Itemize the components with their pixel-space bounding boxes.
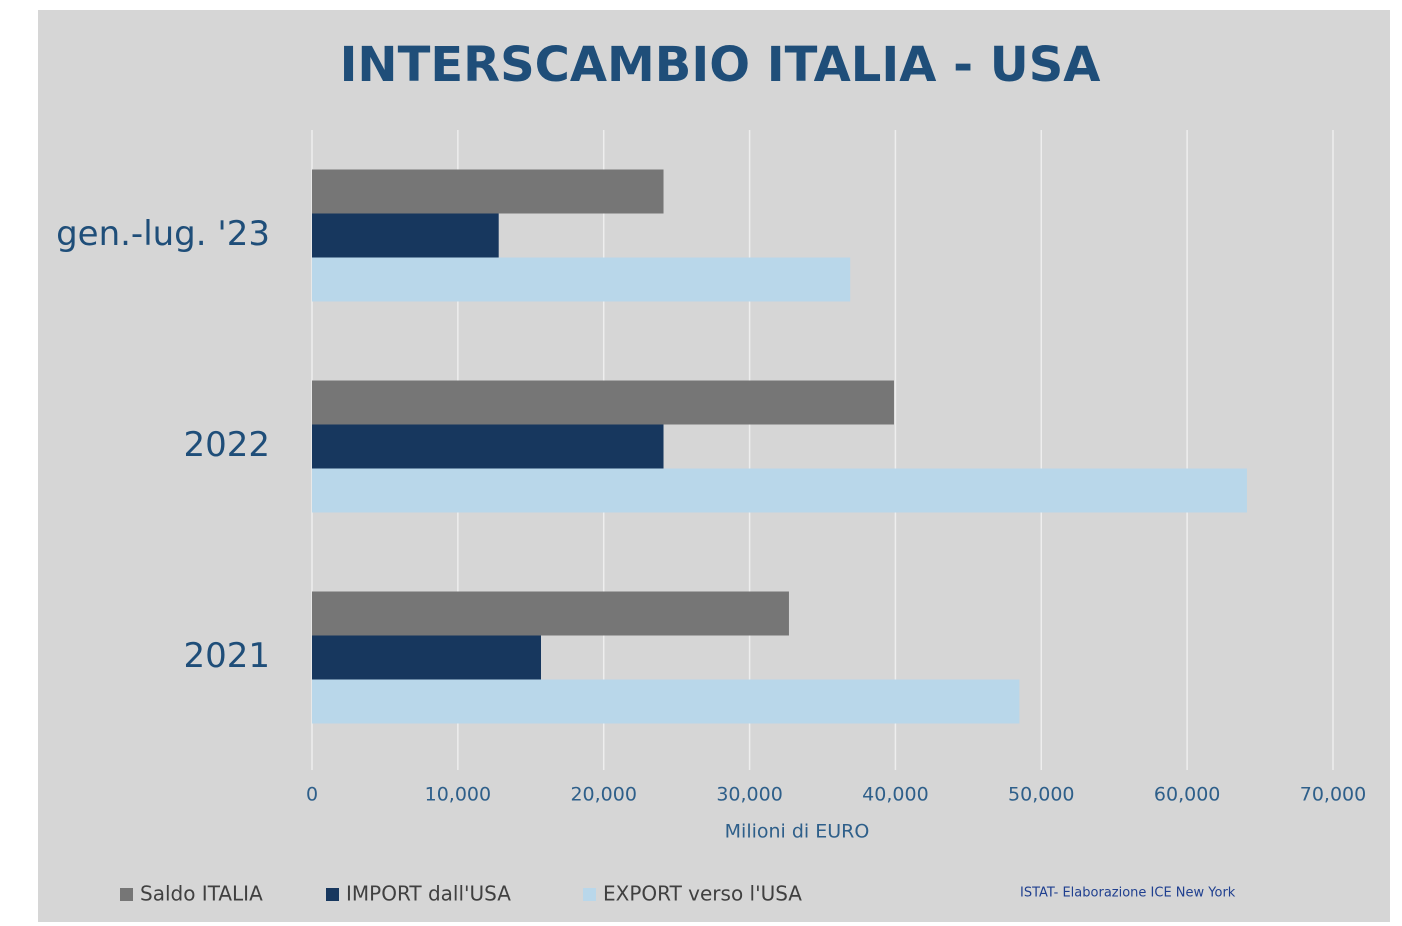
bar: [312, 214, 499, 258]
bar: [312, 381, 894, 425]
bar: [312, 170, 664, 214]
x-tick-label: 50,000: [1008, 784, 1074, 806]
legend-label: EXPORT verso l'USA: [603, 882, 802, 906]
bar: [312, 636, 541, 680]
legend-label: Saldo ITALIA: [140, 882, 263, 906]
x-tick-label: 70,000: [1300, 784, 1366, 806]
page: INTERSCAMBIO ITALIA - USA Milioni di EUR…: [0, 0, 1402, 926]
x-tick-label: 40,000: [862, 784, 928, 806]
y-tick-label: 2021: [183, 636, 270, 676]
chart-title: INTERSCAMBIO ITALIA - USA: [340, 37, 1101, 93]
x-tick-label: 60,000: [1154, 784, 1220, 806]
y-tick-label: gen.-lug. '23: [56, 214, 270, 254]
legend-swatch: [120, 888, 133, 901]
legend-swatch: [583, 888, 596, 901]
source-note: ISTAT- Elaborazione ICE New York: [1020, 886, 1236, 901]
bar: [312, 258, 850, 302]
x-tick-label: 30,000: [716, 784, 782, 806]
y-tick-label: 2022: [183, 425, 270, 465]
x-tick-label: 20,000: [570, 784, 636, 806]
bar: [312, 592, 789, 636]
x-tick-label: 0: [306, 784, 318, 806]
bar: [312, 680, 1019, 724]
legend-swatch: [326, 888, 339, 901]
bar: [312, 469, 1247, 513]
x-axis-label: Milioni di EURO: [725, 821, 870, 843]
legend-label: IMPORT dall'USA: [346, 882, 511, 906]
chart: INTERSCAMBIO ITALIA - USA Milioni di EUR…: [0, 0, 1402, 922]
bar: [312, 425, 664, 469]
x-tick-label: 10,000: [425, 784, 491, 806]
